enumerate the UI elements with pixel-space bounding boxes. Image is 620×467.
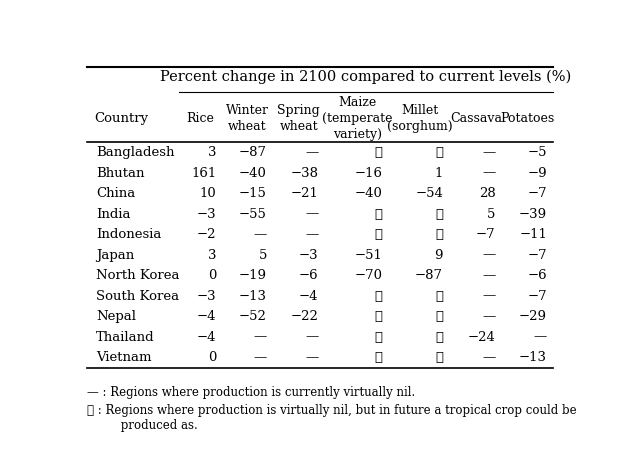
Text: −4: −4 bbox=[299, 290, 318, 303]
Text: 10: 10 bbox=[200, 187, 216, 200]
Text: South Korea: South Korea bbox=[96, 290, 179, 303]
Text: 161: 161 bbox=[191, 167, 216, 180]
Text: −38: −38 bbox=[290, 167, 318, 180]
Text: Thailand: Thailand bbox=[96, 331, 155, 344]
Text: Bhutan: Bhutan bbox=[96, 167, 144, 180]
Text: −70: −70 bbox=[354, 269, 383, 282]
Text: ⋯: ⋯ bbox=[374, 351, 383, 364]
Text: −19: −19 bbox=[239, 269, 267, 282]
Text: 0: 0 bbox=[208, 351, 216, 364]
Text: −6: −6 bbox=[299, 269, 318, 282]
Text: −13: −13 bbox=[519, 351, 547, 364]
Text: −51: −51 bbox=[355, 248, 383, 262]
Text: −87: −87 bbox=[415, 269, 443, 282]
Text: 0: 0 bbox=[208, 269, 216, 282]
Text: 3: 3 bbox=[208, 248, 216, 262]
Text: −11: −11 bbox=[519, 228, 547, 241]
Text: —: — bbox=[305, 331, 318, 344]
Text: —: — bbox=[482, 310, 495, 323]
Text: —: — bbox=[254, 331, 267, 344]
Text: −7: −7 bbox=[476, 228, 495, 241]
Text: −13: −13 bbox=[239, 290, 267, 303]
Text: −6: −6 bbox=[528, 269, 547, 282]
Text: −40: −40 bbox=[355, 187, 383, 200]
Text: −16: −16 bbox=[354, 167, 383, 180]
Text: Millet
(sorghum): Millet (sorghum) bbox=[388, 104, 453, 133]
Text: −29: −29 bbox=[519, 310, 547, 323]
Text: ⋯ : Regions where production is virtually nil, but in future a tropical crop cou: ⋯ : Regions where production is virtuall… bbox=[87, 404, 577, 432]
Text: —: — bbox=[534, 331, 547, 344]
Text: —: — bbox=[482, 351, 495, 364]
Text: −3: −3 bbox=[197, 207, 216, 220]
Text: —: — bbox=[305, 146, 318, 159]
Text: 1: 1 bbox=[435, 167, 443, 180]
Text: ⋯: ⋯ bbox=[435, 351, 443, 364]
Text: Vietnam: Vietnam bbox=[96, 351, 152, 364]
Text: −3: −3 bbox=[299, 248, 318, 262]
Text: Country: Country bbox=[94, 112, 149, 125]
Text: —: — bbox=[305, 228, 318, 241]
Text: ⋯: ⋯ bbox=[435, 331, 443, 344]
Text: Bangladesh: Bangladesh bbox=[96, 146, 175, 159]
Text: ⋯: ⋯ bbox=[435, 146, 443, 159]
Text: ⋯: ⋯ bbox=[374, 228, 383, 241]
Text: —: — bbox=[482, 167, 495, 180]
Text: Spring
wheat: Spring wheat bbox=[277, 104, 320, 133]
Text: 28: 28 bbox=[479, 187, 495, 200]
Text: Winter
wheat: Winter wheat bbox=[226, 104, 268, 133]
Text: ⋯: ⋯ bbox=[435, 207, 443, 220]
Text: −24: −24 bbox=[467, 331, 495, 344]
Text: ⋯: ⋯ bbox=[435, 290, 443, 303]
Text: 5: 5 bbox=[487, 207, 495, 220]
Text: North Korea: North Korea bbox=[96, 269, 180, 282]
Text: −7: −7 bbox=[528, 290, 547, 303]
Text: —: — bbox=[305, 207, 318, 220]
Text: −3: −3 bbox=[197, 290, 216, 303]
Text: −9: −9 bbox=[528, 167, 547, 180]
Text: ⋯: ⋯ bbox=[374, 310, 383, 323]
Text: ⋯: ⋯ bbox=[374, 290, 383, 303]
Text: —: — bbox=[482, 290, 495, 303]
Text: Nepal: Nepal bbox=[96, 310, 136, 323]
Text: −22: −22 bbox=[290, 310, 318, 323]
Text: −55: −55 bbox=[239, 207, 267, 220]
Text: Japan: Japan bbox=[96, 248, 135, 262]
Text: Rice: Rice bbox=[186, 112, 214, 125]
Text: −52: −52 bbox=[239, 310, 267, 323]
Text: −4: −4 bbox=[197, 331, 216, 344]
Text: −2: −2 bbox=[197, 228, 216, 241]
Text: ⋯: ⋯ bbox=[435, 228, 443, 241]
Text: −5: −5 bbox=[528, 146, 547, 159]
Text: Indonesia: Indonesia bbox=[96, 228, 162, 241]
Text: 5: 5 bbox=[259, 248, 267, 262]
Text: −7: −7 bbox=[528, 187, 547, 200]
Text: —: — bbox=[254, 228, 267, 241]
Text: China: China bbox=[96, 187, 136, 200]
Text: −21: −21 bbox=[290, 187, 318, 200]
Text: −40: −40 bbox=[239, 167, 267, 180]
Text: —: — bbox=[482, 248, 495, 262]
Text: India: India bbox=[96, 207, 131, 220]
Text: ⋯: ⋯ bbox=[435, 310, 443, 323]
Text: Cassava: Cassava bbox=[450, 112, 502, 125]
Text: −4: −4 bbox=[197, 310, 216, 323]
Text: −39: −39 bbox=[519, 207, 547, 220]
Text: Percent change in 2100 compared to current levels (%): Percent change in 2100 compared to curre… bbox=[161, 70, 572, 84]
Text: −54: −54 bbox=[415, 187, 443, 200]
Text: −7: −7 bbox=[528, 248, 547, 262]
Text: −15: −15 bbox=[239, 187, 267, 200]
Text: 9: 9 bbox=[435, 248, 443, 262]
Text: Maize
(temperate
variety): Maize (temperate variety) bbox=[322, 96, 392, 141]
Text: ⋯: ⋯ bbox=[374, 331, 383, 344]
Text: —: — bbox=[305, 351, 318, 364]
Text: —: — bbox=[254, 351, 267, 364]
Text: −87: −87 bbox=[239, 146, 267, 159]
Text: Potatoes: Potatoes bbox=[500, 112, 554, 125]
Text: — : Regions where production is currently virtually nil.: — : Regions where production is currentl… bbox=[87, 386, 415, 399]
Text: ⋯: ⋯ bbox=[374, 146, 383, 159]
Text: —: — bbox=[482, 269, 495, 282]
Text: —: — bbox=[482, 146, 495, 159]
Text: ⋯: ⋯ bbox=[374, 207, 383, 220]
Text: 3: 3 bbox=[208, 146, 216, 159]
